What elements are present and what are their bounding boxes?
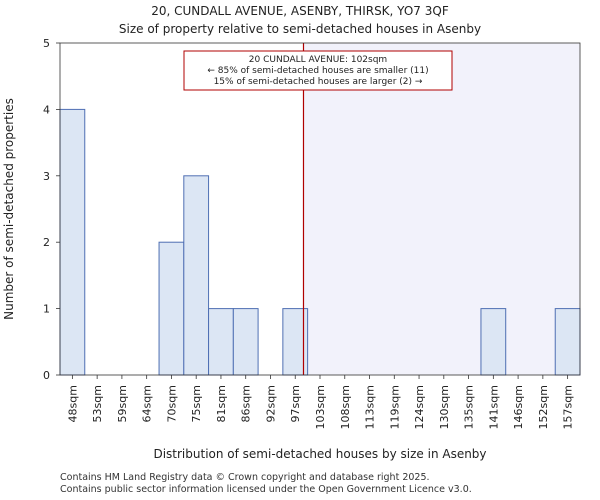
- y-axis-label: Number of semi-detached properties: [2, 98, 16, 320]
- y-tick-label: 5: [43, 37, 50, 50]
- x-tick-label: 135sqm: [463, 385, 476, 429]
- x-tick-label: 86sqm: [240, 385, 253, 422]
- x-tick-label: 113sqm: [364, 385, 377, 429]
- annotation-line-1: 20 CUNDALL AVENUE: 102sqm: [249, 55, 387, 65]
- x-tick-label: 108sqm: [339, 385, 352, 429]
- x-tick-label: 146sqm: [512, 385, 525, 429]
- y-tick-label: 0: [43, 369, 50, 382]
- x-tick-label: 152sqm: [537, 385, 550, 429]
- x-tick-label: 92sqm: [264, 385, 277, 422]
- x-tick-label: 64sqm: [141, 385, 154, 422]
- bar-141sqm: [480, 308, 507, 376]
- x-tick-label: 97sqm: [289, 385, 302, 422]
- chart-title: 20, CUNDALL AVENUE, ASENBY, THIRSK, YO7 …: [151, 4, 449, 18]
- x-tick-label: 48sqm: [66, 385, 79, 422]
- footer-line-2: Contains public sector information licen…: [60, 484, 472, 495]
- x-tick-label: 119sqm: [388, 385, 401, 429]
- bar-157sqm: [554, 308, 581, 376]
- bar-75sqm: [183, 175, 210, 376]
- x-tick-label: 157sqm: [562, 385, 575, 429]
- bar-81sqm: [208, 308, 234, 376]
- x-tick-label: 59sqm: [116, 385, 129, 422]
- larger-region-highlight: [303, 43, 580, 375]
- x-tick-label: 75sqm: [190, 385, 203, 422]
- annotation-line-3: 15% of semi-detached houses are larger (…: [214, 77, 423, 87]
- x-tick-label: 103sqm: [314, 385, 327, 429]
- y-tick-label: 3: [43, 170, 50, 183]
- x-tick-label: 53sqm: [91, 385, 104, 422]
- annotation-line-2: ← 85% of semi-detached houses are smalle…: [207, 66, 428, 76]
- annotation-box: [183, 50, 453, 91]
- x-tick-label: 70sqm: [165, 385, 178, 422]
- x-axis-label: Distribution of semi-detached houses by …: [153, 447, 486, 461]
- bar-86sqm: [232, 308, 259, 376]
- bar-70sqm: [158, 241, 185, 376]
- x-tick-label: 124sqm: [413, 385, 426, 429]
- footer-line-1: Contains HM Land Registry data © Crown c…: [60, 472, 430, 483]
- x-tick-label: 81sqm: [215, 385, 228, 422]
- y-tick-label: 4: [43, 103, 50, 116]
- y-tick-label: 2: [43, 236, 50, 249]
- x-tick-label: 141sqm: [487, 385, 500, 429]
- chart-subtitle: Size of property relative to semi-detach…: [119, 22, 481, 36]
- y-tick-label: 1: [43, 303, 50, 316]
- x-tick-label: 130sqm: [438, 385, 451, 429]
- bar-48sqm: [59, 108, 86, 376]
